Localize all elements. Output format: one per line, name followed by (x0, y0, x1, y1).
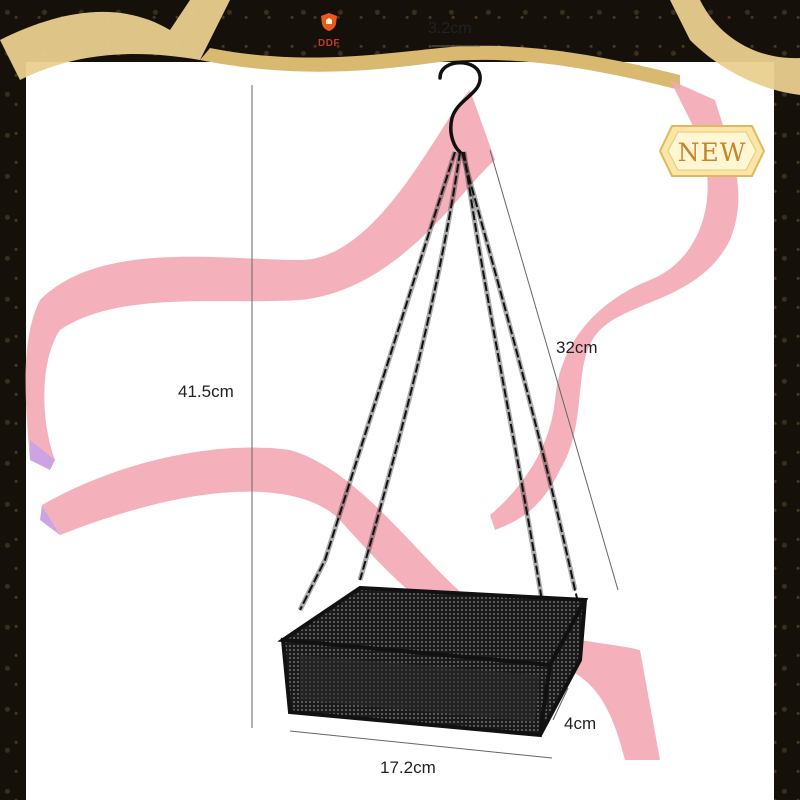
gold-ribbon-right (670, 0, 800, 95)
gold-ribbon-left (0, 0, 230, 80)
width-dimension: 17.2cm (380, 758, 436, 777)
new-badge: NEW (658, 122, 766, 180)
brand-name: DDF (317, 38, 341, 49)
hook-dimension: 3.2cm (428, 20, 472, 37)
chain-dimension: 32cm (556, 338, 598, 357)
dimension-lines (251, 45, 619, 759)
brand-logo: DDF (309, 12, 349, 49)
shield-crest-icon (321, 13, 337, 31)
pink-ribbon (25, 80, 739, 760)
hook (438, 61, 482, 154)
new-badge-label: NEW (677, 138, 747, 167)
badge-shape (658, 125, 766, 177)
mesh-tray (277, 585, 589, 738)
height-dimension: 41.5cm (178, 382, 234, 401)
depth-dimension: 4cm (564, 714, 597, 733)
gold-ribbon-top (200, 45, 680, 90)
chains (297, 151, 579, 641)
